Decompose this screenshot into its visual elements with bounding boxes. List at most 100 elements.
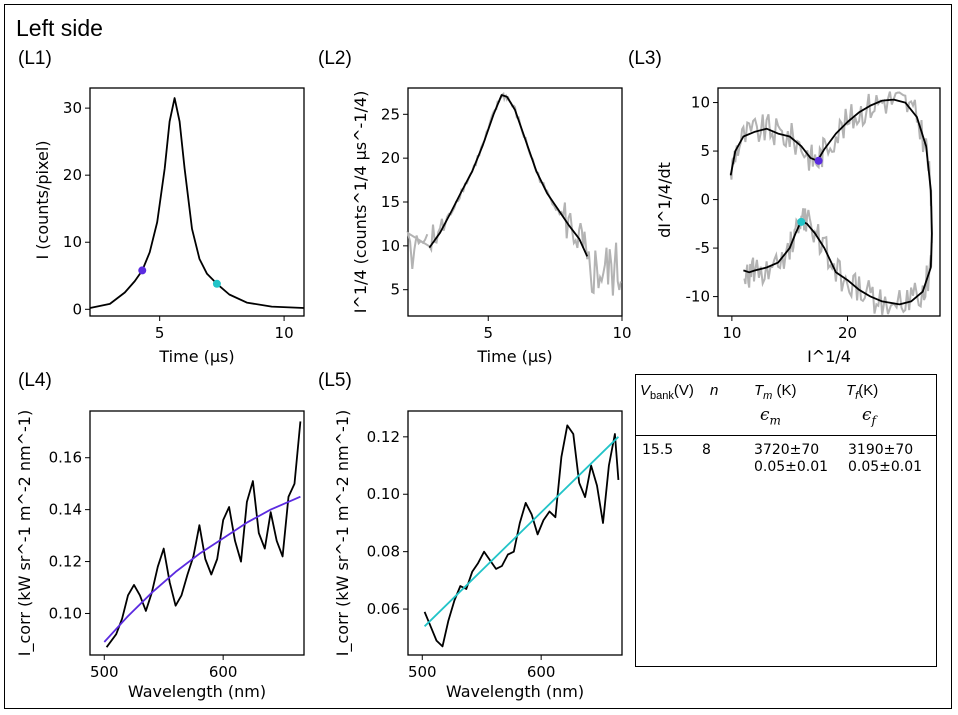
results-table: Vbank(V) n Tm (K) Tf(K) ϵm ϵf 15.5 8 372…	[635, 374, 937, 667]
xticks-l2: 5 10	[483, 324, 631, 342]
series-layer-l4	[103, 421, 302, 648]
ytick-label: 0.10	[49, 604, 82, 622]
figure-title: Left side	[16, 15, 103, 41]
yticks-l2: 5 10 15 20 25	[381, 105, 400, 298]
chart-l5: 500 600 0.06 0.08 0.10 0.12 Wavelength (…	[333, 410, 623, 701]
xticks-l1: 5 10	[155, 324, 294, 342]
yticks-l5: 0.06 0.08 0.10 0.12	[367, 428, 400, 618]
series-line-fit	[103, 495, 301, 643]
ytick-label: 10	[381, 237, 400, 255]
point-marker	[797, 217, 806, 226]
panel-label-l2: (L2)	[318, 48, 352, 69]
xlabel-l5: Wavelength (nm)	[446, 682, 584, 701]
header-em: ϵm	[760, 405, 781, 428]
ytick-label: 10	[691, 94, 710, 112]
series-line-measured	[423, 424, 620, 648]
ytick-label: 0.10	[367, 485, 400, 503]
header-tf: Tf(K)	[846, 382, 879, 402]
cell-tm: 3720±70	[754, 442, 820, 458]
ytick-label: 0.12	[367, 428, 400, 446]
panel-label-l5: (L5)	[318, 370, 352, 391]
ytick-label: 30	[63, 99, 82, 117]
cell-em: 0.05±0.01	[754, 459, 829, 475]
xtick-label: 5	[155, 324, 165, 342]
xlabel-l4: Wavelength (nm)	[128, 682, 266, 701]
point-marker	[212, 279, 221, 288]
yticks-l3: 10 5 0 -5 -10	[686, 94, 711, 306]
ylabel-l2: I^1/4 (counts^1/4 μs^-1/4)	[351, 91, 370, 314]
xtick-label: 10	[612, 324, 631, 342]
series-line-fit	[423, 436, 620, 627]
yticks-l4: 0.10 0.12 0.14 0.16	[49, 449, 82, 623]
xlabel-l3: I^1/4	[807, 347, 851, 366]
ytick-label: 0	[72, 300, 82, 318]
ytick-label: 15	[381, 193, 400, 211]
ylabel-l3: dI^1/4/dt	[655, 162, 674, 238]
cell-ef: 0.05±0.01	[848, 459, 923, 475]
xticks-l5: 500 600	[408, 663, 556, 681]
chart-l3: 10 20 10 5 0 -5 -10 I^1/4 dI^1/4/dt	[655, 87, 941, 366]
xtick-label: 5	[483, 324, 493, 342]
yticks-l1: 0 10 20 30	[63, 99, 82, 318]
header-tm: Tm (K)	[754, 382, 797, 402]
point-marker	[138, 266, 147, 275]
plot-frame-l2	[407, 87, 623, 317]
header-vbank: Vbank(V)	[640, 382, 694, 402]
figure-frame	[4, 4, 952, 709]
noise-trace	[729, 91, 933, 315]
xtick-label: 600	[209, 663, 238, 681]
ytick-label: -10	[686, 288, 711, 306]
ytick-label: 0.14	[49, 501, 82, 519]
ytick-label: 0.12	[49, 553, 82, 571]
xtick-label: 500	[408, 663, 437, 681]
header-ef: ϵf	[862, 405, 876, 428]
ytick-label: 5	[390, 281, 400, 299]
series-layer-l5	[423, 424, 620, 648]
xlabel-l2: Time (μs)	[476, 347, 552, 366]
cell-tf: 3190±70	[848, 442, 914, 458]
ylabel-l5: I_corr (kW sr^-1 m^-2 nm^-1)	[333, 410, 353, 656]
xtick-label: 20	[838, 324, 857, 342]
ytick-label: 0.08	[367, 543, 400, 561]
xtick-label: 500	[90, 663, 119, 681]
series-layer-l3	[729, 91, 933, 315]
series-layer-l2	[406, 92, 622, 296]
ytick-label: 10	[63, 233, 82, 251]
chart-l4: 500 600 0.10 0.12 0.14 0.16 Wavelength (…	[15, 410, 305, 701]
series-line-fit	[428, 94, 589, 257]
panel-label-l4: (L4)	[18, 370, 52, 391]
ytick-label: 0.06	[367, 600, 400, 618]
series-line-signal	[89, 97, 305, 309]
ytick-label: 5	[700, 142, 710, 160]
noise-trace	[406, 92, 622, 296]
ytick-label: 25	[381, 105, 400, 123]
xtick-label: 600	[527, 663, 556, 681]
plot-frame-l3	[717, 87, 941, 317]
series-line-measured	[105, 421, 302, 648]
ylabel-l4: I_corr (kW sr^-1 m^-2 nm^-1)	[15, 410, 35, 656]
xlabel-l1: Time (μs)	[158, 347, 234, 366]
series-layer-l1	[89, 97, 305, 309]
xticks-l3: 10 20	[722, 324, 857, 342]
panel-label-l1: (L1)	[18, 48, 52, 69]
cell-n: 8	[702, 442, 711, 458]
plot-frame-l5	[407, 410, 623, 656]
header-n: n	[710, 382, 719, 399]
ytick-label: 0	[700, 191, 710, 209]
xtick-label: 10	[722, 324, 741, 342]
panel-label-l3: (L3)	[628, 48, 662, 69]
ylabel-l1: I (counts/pixel)	[33, 140, 52, 259]
chart-l2: 5 10 5 10 15 20 25 Time (μs) I^1/4 (coun…	[351, 87, 632, 366]
ytick-label: 20	[63, 166, 82, 184]
point-marker	[814, 156, 823, 165]
xticks-l4: 500 600	[90, 663, 238, 681]
xtick-label: 10	[275, 324, 294, 342]
chart-l1: 5 10 0 10 20 30 Time (μs) I (counts/pixe…	[33, 87, 305, 366]
plot-frame-l1	[89, 87, 305, 317]
ytick-label: 0.16	[49, 449, 82, 467]
plot-frame-l4	[89, 410, 305, 656]
cell-vbank: 15.5	[642, 442, 674, 458]
header-divider	[636, 435, 936, 436]
ytick-label: 20	[381, 149, 400, 167]
